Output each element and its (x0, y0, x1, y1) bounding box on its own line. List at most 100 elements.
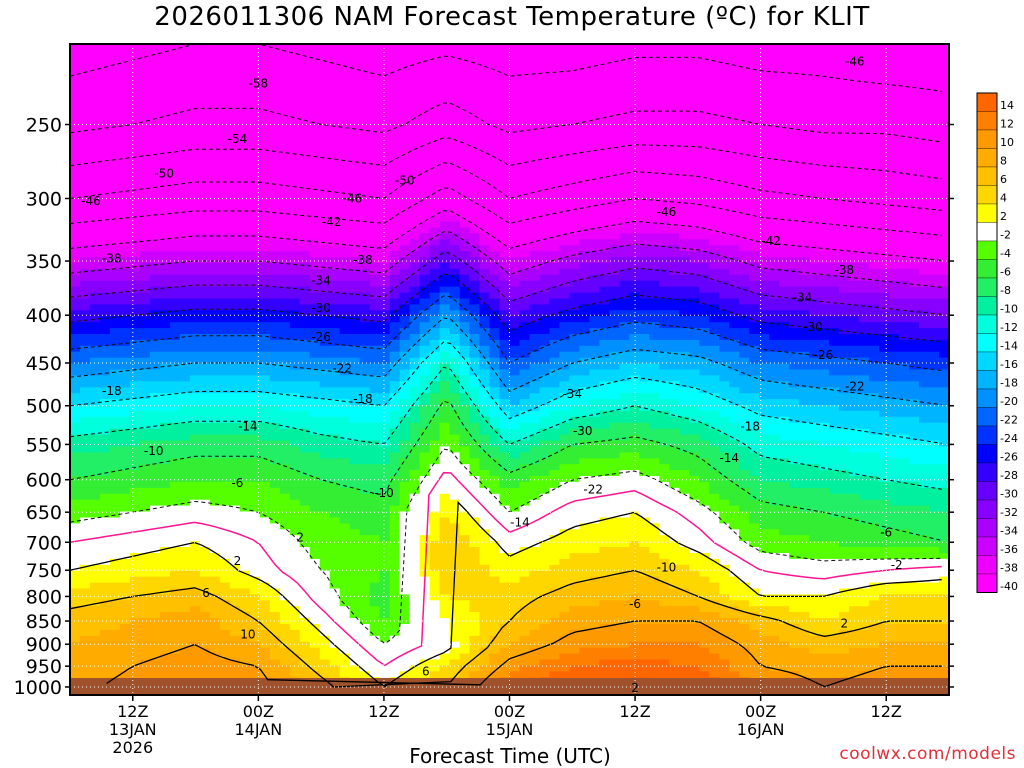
field-cell (149, 174, 161, 181)
field-cell (289, 85, 301, 92)
field-cell (469, 209, 481, 217)
field-cell (539, 126, 551, 134)
field-cell (609, 209, 620, 217)
field-cell (609, 227, 620, 234)
field-cell (519, 144, 531, 152)
field-cell (519, 227, 531, 234)
field-cell (899, 339, 910, 347)
field-cell (899, 357, 910, 365)
field-cell (919, 132, 930, 140)
field-cell (189, 97, 201, 104)
field-cell (509, 67, 521, 75)
field-cell (369, 192, 381, 199)
field-cell (639, 61, 650, 69)
field-cell (169, 310, 181, 317)
field-cell (619, 109, 630, 116)
field-cell (859, 61, 870, 69)
field-cell (749, 115, 760, 122)
field-cell (369, 375, 381, 382)
field-cell (399, 174, 411, 181)
field-cell (619, 357, 630, 365)
field-cell (829, 197, 840, 205)
field-cell (739, 156, 750, 163)
field-cell (70, 79, 81, 86)
field-cell (899, 162, 910, 169)
field-cell (359, 55, 371, 63)
field-cell (489, 209, 501, 217)
field-cell (129, 132, 141, 140)
field-cell (549, 328, 561, 335)
field-cell (359, 351, 371, 359)
field-cell (639, 91, 650, 98)
field-cell (939, 351, 949, 359)
field-cell (809, 221, 820, 228)
field-cell (849, 286, 860, 294)
field-cell (819, 339, 830, 347)
field-cell (319, 73, 331, 81)
field-cell (609, 174, 620, 181)
field-cell (90, 61, 101, 69)
field-cell (809, 126, 820, 134)
field-cell (439, 286, 451, 294)
field-cell (339, 67, 351, 75)
field-cell (829, 286, 840, 294)
field-cell (249, 268, 261, 276)
field-cell (899, 328, 910, 335)
field-cell (769, 286, 780, 294)
field-cell (219, 97, 231, 104)
field-cell (209, 351, 221, 359)
field-cell (459, 192, 471, 199)
field-cell (70, 115, 81, 122)
field-cell (189, 227, 201, 234)
field-cell (779, 363, 790, 371)
field-cell (649, 221, 660, 228)
field-cell (539, 180, 551, 187)
field-cell (859, 203, 870, 211)
field-cell (449, 61, 461, 69)
field-cell (269, 192, 281, 199)
field-cell (739, 79, 750, 86)
field-cell (879, 310, 890, 317)
field-cell (669, 257, 680, 264)
field-cell (859, 245, 870, 252)
field-cell (839, 49, 850, 57)
field-cell (509, 138, 521, 146)
field-cell (909, 115, 920, 122)
field-cell (529, 215, 541, 223)
field-cell (549, 316, 561, 323)
field-cell (879, 221, 890, 228)
field-cell (90, 109, 101, 116)
field-cell (819, 263, 830, 270)
field-cell (769, 257, 780, 264)
field-cell (879, 174, 890, 181)
field-cell (459, 339, 471, 347)
field-cell (819, 138, 830, 146)
field-cell (709, 97, 720, 104)
field-cell (90, 268, 101, 276)
field-cell (809, 292, 820, 300)
field-cell (849, 339, 860, 347)
field-cell (269, 304, 281, 311)
field-cell (219, 292, 231, 300)
field-cell (829, 233, 840, 240)
field-cell (649, 375, 660, 382)
field-cell (329, 73, 341, 81)
field-cell (399, 233, 411, 240)
field-cell (769, 251, 780, 258)
field-cell (619, 316, 630, 323)
field-cell (309, 79, 321, 86)
field-cell (599, 357, 610, 365)
field-cell (139, 55, 151, 63)
field-cell (219, 357, 231, 365)
field-cell (419, 209, 431, 217)
field-cell (719, 168, 730, 175)
field-cell (269, 144, 281, 152)
field-cell (159, 263, 171, 270)
field-cell (149, 67, 161, 75)
field-cell (319, 138, 331, 146)
field-cell (539, 44, 551, 51)
field-cell (519, 375, 531, 382)
field-cell (579, 144, 590, 152)
field-cell (70, 292, 81, 300)
field-cell (479, 144, 491, 152)
